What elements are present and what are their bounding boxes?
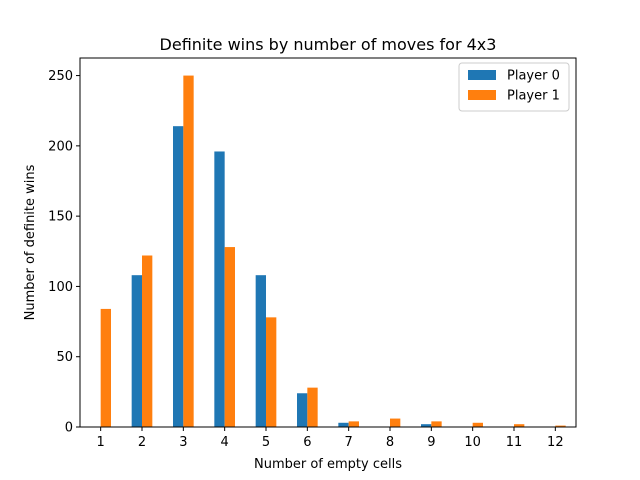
x-tick-label: 5	[262, 435, 270, 450]
bar-series0-7	[338, 422, 349, 427]
legend-swatch-series0	[468, 70, 496, 80]
bar-series0-5	[255, 275, 266, 427]
plot-area-frame	[79, 57, 577, 428]
x-tick-label: 9	[427, 435, 435, 450]
x-tick-label: 11	[506, 435, 523, 450]
x-tick-label: 10	[464, 435, 481, 450]
x-tick-label: 4	[221, 435, 229, 450]
bar-series1-4	[224, 247, 235, 427]
x-tick-label: 3	[179, 435, 187, 450]
bar-series1-10	[472, 422, 483, 427]
bar-series0-2	[131, 275, 142, 427]
bar-series1-6	[307, 387, 318, 427]
y-tick-label: 150	[48, 210, 73, 225]
y-tick-label: 50	[56, 350, 73, 365]
y-axis-label: Number of definite wins	[23, 164, 38, 320]
x-tick-label: 7	[345, 435, 353, 450]
x-axis-label: Number of empty cells	[254, 457, 402, 472]
bars-group	[100, 75, 566, 428]
bar-series1-5	[266, 317, 277, 427]
bar-series0-6	[297, 393, 308, 427]
legend-swatch-series1	[468, 90, 496, 100]
x-tick-label: 6	[303, 435, 311, 450]
x-tick-label: 2	[138, 435, 146, 450]
bar-series1-9	[431, 421, 442, 427]
x-tick-label: 1	[97, 435, 105, 450]
x-tick-label: 8	[386, 435, 394, 450]
y-tick-label: 0	[65, 421, 73, 436]
bar-series1-7	[348, 421, 359, 427]
chart-title: Definite wins by number of moves for 4x3	[160, 35, 497, 54]
bar-series0-3	[173, 126, 184, 428]
y-axis-ticks: 0 50 100 150 200 250	[48, 69, 80, 436]
bar-series1-8	[390, 418, 401, 427]
x-tick-label: 12	[547, 435, 564, 450]
y-tick-label: 250	[48, 69, 73, 84]
bar-series1-2	[142, 255, 153, 427]
bar-series1-11	[514, 424, 525, 427]
y-tick-label: 200	[48, 139, 73, 154]
bar-series1-3	[183, 75, 194, 428]
x-axis-ticks: 1 2 3 4 5 6 7 8 9 10 11 12	[97, 427, 564, 450]
legend-label-series1: Player 1	[507, 89, 560, 104]
y-tick-label: 100	[48, 280, 73, 295]
bar-series0-4	[214, 151, 225, 428]
bar-series1-12	[555, 425, 566, 427]
bar-series0-9	[421, 424, 432, 427]
legend: Player 0 Player 1	[458, 62, 570, 112]
bar-series1-1	[100, 308, 111, 427]
legend-label-series0: Player 0	[507, 69, 560, 84]
